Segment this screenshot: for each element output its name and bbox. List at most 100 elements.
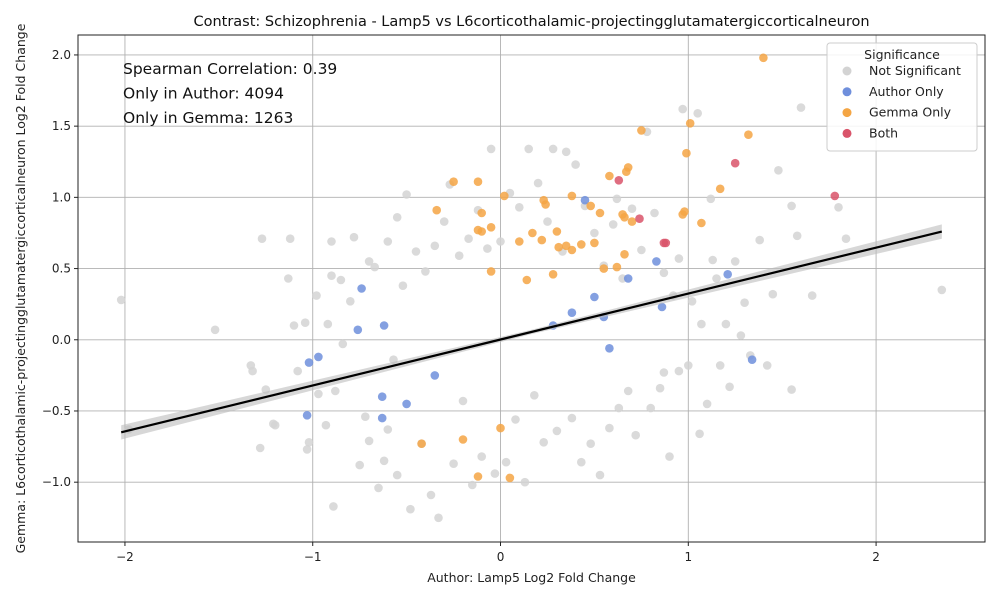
point-not-significant — [577, 457, 586, 467]
point-gemma-only — [486, 267, 496, 276]
regression-line — [120, 230, 943, 434]
point-gemma-only — [567, 191, 577, 201]
point-gemma-only — [554, 242, 563, 252]
point-gemma-only — [473, 177, 483, 186]
point-not-significant — [355, 460, 365, 470]
point-not-significant — [321, 420, 331, 430]
y-tick-label: 0.0 — [52, 333, 71, 347]
point-not-significant — [646, 403, 655, 413]
legend-title: Significance — [864, 47, 940, 62]
point-not-significant — [548, 144, 558, 154]
point-both — [730, 158, 740, 168]
point-not-significant — [524, 144, 533, 154]
point-gemma-only — [567, 245, 577, 255]
point-author-only — [430, 371, 440, 380]
point-gemma-only — [682, 148, 691, 158]
point-gemma-only — [500, 191, 509, 201]
legend: Significance Not Significant Author Only G… — [826, 42, 978, 152]
point-not-significant — [695, 429, 704, 439]
point-gemma-only — [605, 171, 614, 181]
point-gemma-only — [595, 208, 605, 218]
point-not-significant — [454, 251, 464, 260]
point-not-significant — [543, 217, 552, 226]
point-gemma-only — [759, 53, 768, 63]
point-author-only — [605, 344, 614, 353]
point-not-significant — [721, 319, 731, 329]
point-not-significant — [434, 513, 443, 523]
point-not-significant — [490, 469, 500, 478]
point-not-significant — [787, 385, 796, 394]
point-not-significant — [755, 235, 764, 245]
point-not-significant — [255, 443, 265, 453]
point-author-only — [302, 411, 312, 420]
point-not-significant — [379, 456, 389, 466]
axis-ticks: −2 −1 0 1 2 −1.0 −0.5 0.0 0.5 1.0 1.5 2.0 — [42, 48, 880, 564]
data-points — [116, 53, 947, 523]
point-both — [635, 214, 644, 223]
point-not-significant — [687, 297, 697, 306]
point-not-significant — [302, 445, 312, 454]
point-gemma-only — [552, 227, 562, 236]
point-not-significant — [637, 245, 646, 255]
point-not-significant — [740, 298, 749, 308]
point-not-significant — [586, 439, 595, 449]
point-gemma-only — [599, 264, 609, 273]
y-tick-label: 0.5 — [52, 262, 71, 276]
point-both — [614, 176, 624, 185]
point-not-significant — [787, 201, 796, 211]
point-not-significant — [426, 490, 436, 500]
point-not-significant — [627, 204, 637, 213]
x-tick-label: −1 — [304, 550, 322, 564]
point-not-significant — [383, 425, 393, 434]
legend-label-gemma-only: Gemma Only — [869, 105, 952, 120]
point-not-significant — [708, 255, 717, 265]
point-not-significant — [439, 217, 449, 226]
y-tick-label: −1.0 — [42, 475, 71, 489]
point-not-significant — [374, 483, 383, 493]
point-gemma-only — [417, 439, 426, 449]
point-not-significant — [458, 396, 468, 406]
point-not-significant — [364, 436, 374, 446]
point-not-significant — [392, 213, 402, 222]
point-not-significant — [834, 203, 843, 212]
point-not-significant — [841, 234, 851, 243]
legend-label-author-only: Author Only — [869, 84, 944, 99]
point-author-only — [377, 413, 387, 423]
point-not-significant — [293, 366, 303, 376]
point-not-significant — [257, 234, 267, 243]
point-not-significant — [650, 208, 659, 218]
point-not-significant — [533, 178, 543, 188]
point-gemma-only — [744, 130, 753, 139]
point-gemma-only — [432, 205, 442, 215]
point-not-significant — [486, 144, 496, 154]
legend-marker-not-significant — [842, 66, 852, 76]
point-not-significant — [768, 289, 778, 299]
annotation-only-in-author: Only in Author: 4094 — [123, 85, 284, 103]
point-gemma-only — [449, 177, 458, 186]
point-not-significant — [464, 234, 473, 243]
point-not-significant — [725, 382, 734, 392]
point-author-only — [657, 302, 667, 312]
legend-marker-both — [842, 128, 852, 138]
y-tick-label: 1.5 — [52, 119, 71, 133]
point-author-only — [304, 358, 314, 367]
point-not-significant — [623, 386, 633, 396]
point-gemma-only — [473, 225, 483, 235]
point-not-significant — [210, 325, 220, 335]
point-not-significant — [796, 103, 806, 112]
point-not-significant — [329, 502, 338, 511]
point-not-significant — [807, 291, 817, 300]
point-author-only — [567, 308, 577, 318]
point-not-significant — [430, 241, 440, 251]
point-not-significant — [614, 403, 624, 413]
legend-marker-gemma-only — [842, 108, 852, 118]
point-not-significant — [655, 383, 665, 393]
annotation-only-in-gemma: Only in Gemma: 1263 — [123, 109, 293, 127]
point-not-significant — [285, 234, 295, 243]
point-not-significant — [336, 275, 346, 285]
point-not-significant — [702, 399, 712, 409]
point-not-significant — [674, 366, 684, 376]
point-gemma-only — [477, 208, 487, 218]
point-not-significant — [539, 438, 548, 447]
